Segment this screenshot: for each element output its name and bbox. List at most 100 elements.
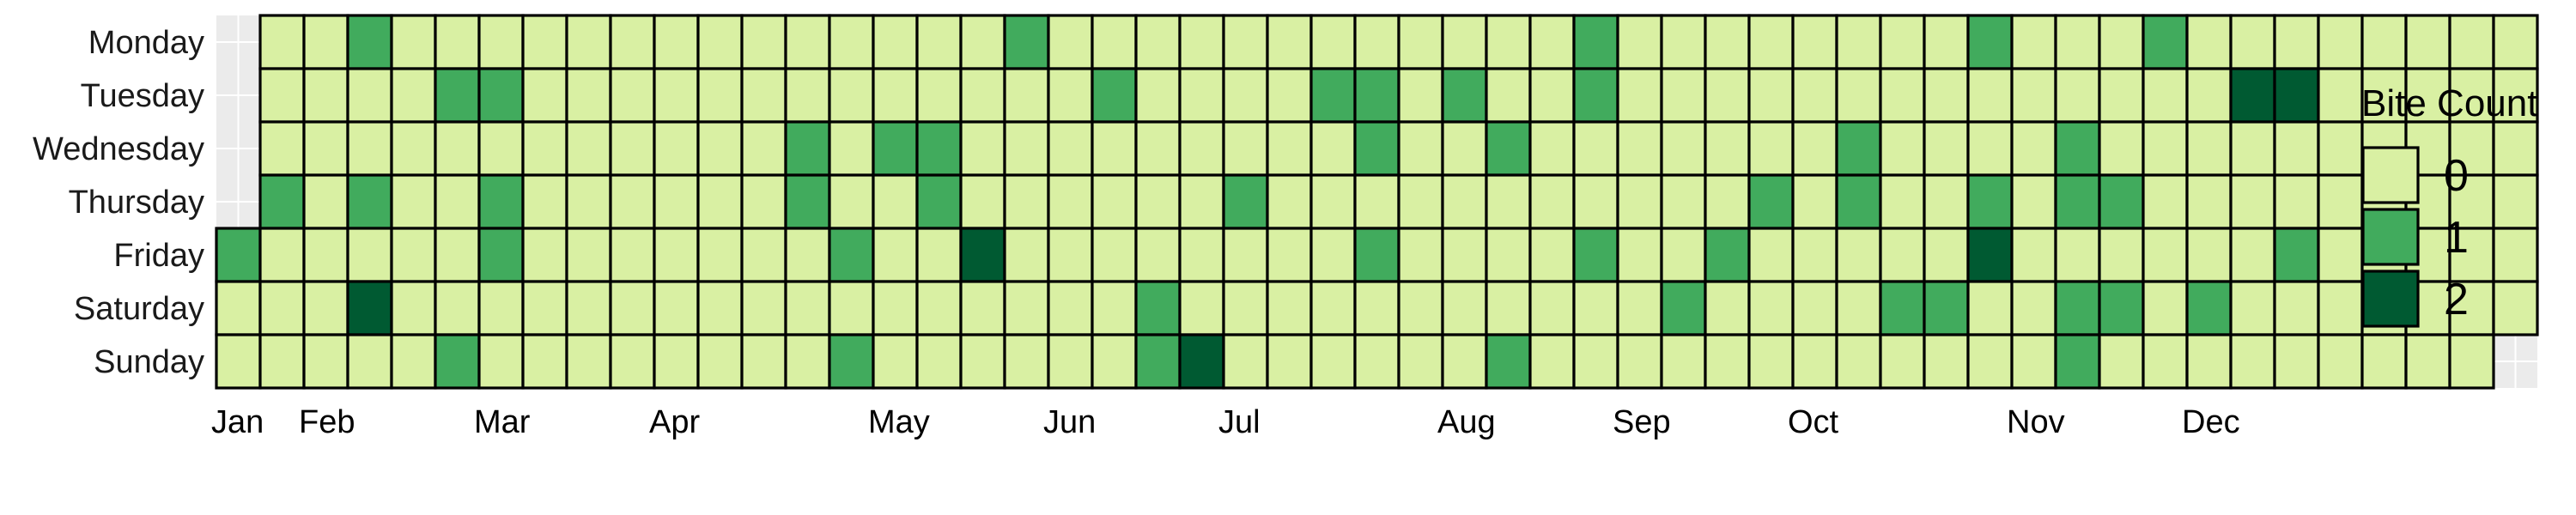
heatmap-cell <box>2404 14 2451 70</box>
heatmap-cell <box>1397 280 1444 336</box>
heatmap-cell <box>1222 67 1269 124</box>
heatmap-cell <box>1091 67 1138 124</box>
heatmap-cell <box>434 333 481 390</box>
heatmap-cell <box>1047 120 1094 177</box>
heatmap-cell <box>1747 333 1795 390</box>
heatmap-cell <box>872 67 919 124</box>
heatmap-cell <box>565 14 612 70</box>
heatmap-cell <box>1047 227 1094 283</box>
heatmap-cell <box>1353 280 1400 336</box>
heatmap-cell <box>1879 120 1926 177</box>
heatmap-cell <box>2229 333 2276 390</box>
heatmap-cell <box>2054 227 2101 283</box>
heatmap-cell <box>872 14 919 70</box>
heatmap-cell <box>784 173 831 230</box>
heatmap-cell <box>1485 14 1532 70</box>
heatmap-cell <box>1134 173 1182 230</box>
heatmap-cell <box>828 227 875 283</box>
heatmap-cell <box>434 67 481 124</box>
heatmap-cell <box>302 67 349 124</box>
heatmap-cell <box>521 14 568 70</box>
heatmap-cell <box>1835 227 1882 283</box>
heatmap-cell <box>2404 333 2451 390</box>
heatmap-cell <box>2317 227 2364 283</box>
heatmap-cell <box>1704 227 1751 283</box>
heatmap-cell <box>1397 227 1444 283</box>
heatmap-cell <box>2273 173 2320 230</box>
heatmap-cell <box>346 67 393 124</box>
heatmap-cell <box>477 333 525 390</box>
heatmap-cell <box>959 67 1006 124</box>
heatmap-cell <box>2010 333 2057 390</box>
heatmap-cell <box>1441 14 1488 70</box>
heatmap-cell <box>1222 14 1269 70</box>
heatmap-cell <box>1572 227 1619 283</box>
heatmap-cell <box>740 67 787 124</box>
heatmap-cell <box>1485 227 1532 283</box>
heatmap-cell <box>1091 333 1138 390</box>
heatmap-cell <box>1966 67 2014 124</box>
heatmap-cell <box>828 333 875 390</box>
heatmap-cell <box>1616 67 1663 124</box>
heatmap-cell <box>1966 120 2014 177</box>
heatmap-cell <box>1879 333 1926 390</box>
heatmap-cell <box>2142 67 2189 124</box>
heatmap-cell <box>434 227 481 283</box>
heatmap-cell <box>828 173 875 230</box>
heatmap-cell <box>390 67 437 124</box>
heatmap-cell <box>959 14 1006 70</box>
heatmap-cell <box>1572 67 1619 124</box>
heatmap-cell <box>2492 67 2539 124</box>
heatmap-cell <box>1003 280 1050 336</box>
heatmap-cell <box>2229 280 2276 336</box>
heatmap-cell <box>1266 333 1313 390</box>
x-axis-labels: Jan Feb Mar Apr May Jun Jul Aug Sep Oct Nov Dec <box>211 404 2240 440</box>
heatmap-cell <box>828 120 875 177</box>
heatmap-cell <box>434 173 481 230</box>
heatmap-cell <box>609 333 656 390</box>
heatmap-cell <box>1134 333 1182 390</box>
heatmap-cell <box>1441 280 1488 336</box>
heatmap-cell <box>390 120 437 177</box>
heatmap-cell <box>1923 173 1970 230</box>
heatmap-cell <box>2010 173 2057 230</box>
heatmap-cell <box>477 173 525 230</box>
heatmap-cell <box>1222 333 1269 390</box>
heatmap-cell <box>1791 227 1838 283</box>
heatmap-cell <box>1704 14 1751 70</box>
heatmap-cell <box>1791 173 1838 230</box>
heatmap-cell <box>1441 333 1488 390</box>
heatmap-cell <box>258 227 306 283</box>
heatmap-cell <box>1353 120 1400 177</box>
heatmap-cell <box>653 280 700 336</box>
heatmap-cell <box>1134 280 1182 336</box>
heatmap-cell <box>2273 120 2320 177</box>
heatmap-cell <box>872 227 919 283</box>
legend-label: 2 <box>2444 275 2469 324</box>
heatmap-cell <box>1047 14 1094 70</box>
heatmap-cell <box>302 173 349 230</box>
heatmap-cell <box>2360 14 2408 70</box>
heatmap-cell <box>609 120 656 177</box>
heatmap-cell <box>784 14 831 70</box>
heatmap-cell <box>2185 333 2233 390</box>
heatmap-cell <box>258 120 306 177</box>
heatmap-cell <box>258 14 306 70</box>
heatmap-cell <box>2142 227 2189 283</box>
heatmap-cell <box>2492 120 2539 177</box>
heatmap-cell <box>1616 173 1663 230</box>
heatmap-cell <box>2317 173 2364 230</box>
heatmap-cell <box>915 173 963 230</box>
heatmap-cell <box>390 14 437 70</box>
x-tick-label: Dec <box>2182 404 2240 440</box>
heatmap-cell <box>828 14 875 70</box>
heatmap-cell <box>215 227 262 283</box>
heatmap-cell <box>521 173 568 230</box>
heatmap-cell <box>1966 14 2014 70</box>
heatmap-cell <box>1791 67 1838 124</box>
heatmap-cell <box>1441 67 1488 124</box>
heatmap-cell <box>2010 14 2057 70</box>
x-tick-label: Jun <box>1043 404 1096 440</box>
heatmap-cell <box>915 67 963 124</box>
heatmap-cell <box>915 120 963 177</box>
